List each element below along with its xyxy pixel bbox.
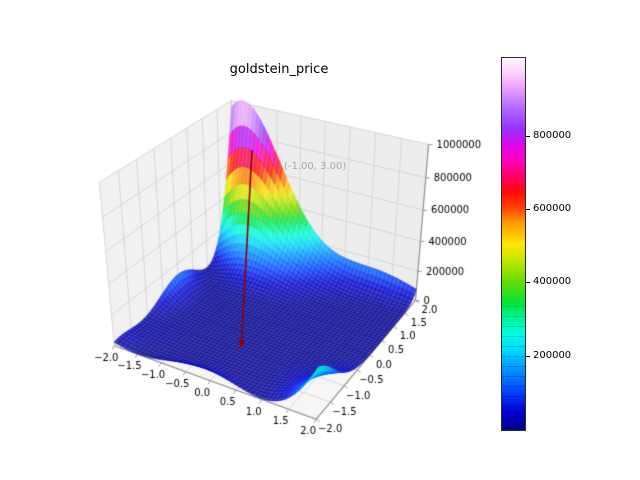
colorbar-banding-line bbox=[502, 326, 525, 327]
colorbar-banding-line bbox=[502, 356, 525, 357]
colorbar-tick-label: 400000 bbox=[533, 276, 572, 288]
colorbar: 200000 400000 600000 800000 bbox=[501, 57, 571, 431]
chart-title: goldstein_price bbox=[229, 62, 329, 77]
colorbar-tick-mark bbox=[526, 209, 530, 211]
colorbar-banding-line bbox=[502, 416, 525, 417]
colorbar-banding-line bbox=[502, 396, 525, 397]
colorbar-banding-line bbox=[502, 386, 525, 387]
colorbar-tick-label: 200000 bbox=[533, 349, 572, 361]
colorbar-banding-line bbox=[502, 366, 525, 367]
colorbar-gradient bbox=[501, 57, 526, 431]
colorbar-banding-line bbox=[502, 376, 525, 377]
colorbar-banding-line bbox=[502, 426, 525, 427]
colorbar-tick-mark bbox=[526, 282, 530, 284]
colorbar-banding-line bbox=[502, 336, 525, 337]
colorbar-tick-mark bbox=[526, 355, 530, 357]
colorbar-banding-line bbox=[502, 406, 525, 407]
colorbar-tick-mark bbox=[526, 135, 530, 137]
colorbar-banding-line bbox=[502, 316, 525, 317]
colorbar-tick-label: 600000 bbox=[533, 203, 572, 215]
colorbar-banding-line bbox=[502, 346, 525, 347]
colorbar-banding-line bbox=[502, 306, 525, 307]
minimum-annotation-text: (-1.00, 3.00) bbox=[284, 161, 347, 172]
colorbar-tick-label: 800000 bbox=[533, 129, 572, 141]
colorbar-ticks: 200000 400000 600000 800000 bbox=[501, 57, 571, 429]
